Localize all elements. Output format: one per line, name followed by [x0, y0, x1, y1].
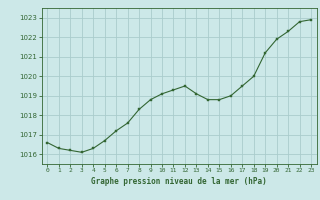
X-axis label: Graphe pression niveau de la mer (hPa): Graphe pression niveau de la mer (hPa)	[91, 177, 267, 186]
